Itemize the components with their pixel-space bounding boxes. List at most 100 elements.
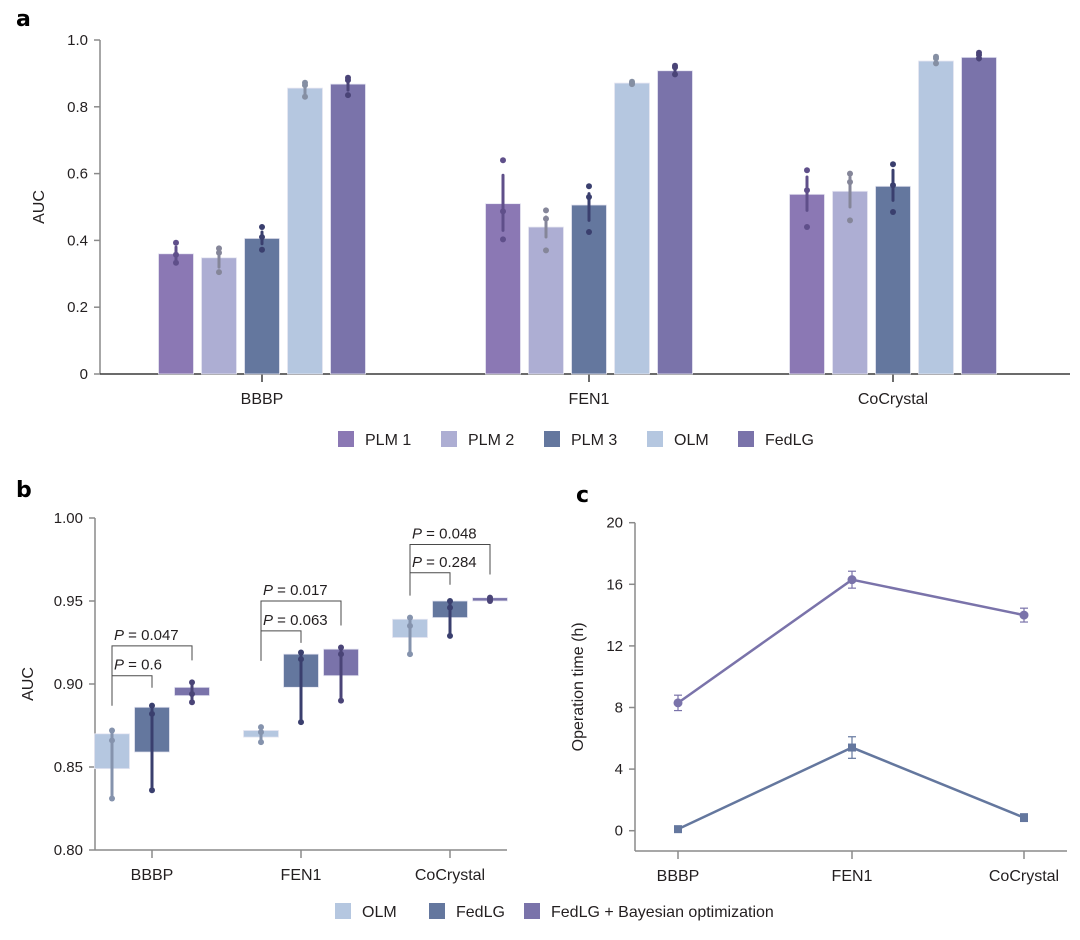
x-tick-label: CoCrystal (989, 868, 1059, 885)
series-line-fedlg-bayesian-optimization (677, 578, 1025, 704)
p-value-label: P = 0.048 (412, 526, 477, 543)
p-symbol: P (114, 657, 124, 674)
data-point (302, 82, 308, 89)
bar-plm-2 (201, 257, 237, 375)
panel-label-a: a (16, 7, 31, 32)
x-tick-label: CoCrystal (858, 391, 928, 408)
data-point (629, 81, 635, 88)
data-point (447, 598, 453, 604)
p-value-label: P = 0.017 (263, 582, 328, 599)
data-point (1019, 610, 1029, 620)
data-point (149, 710, 155, 717)
p-value: = 0.047 (124, 627, 179, 644)
data-point (1020, 813, 1028, 822)
data-point (298, 649, 304, 656)
data-point (216, 249, 222, 256)
data-point (500, 157, 506, 164)
data-point (543, 247, 549, 254)
bar-plm-1 (485, 203, 521, 375)
legend-label: OLM (362, 904, 397, 921)
legend-swatch (738, 431, 754, 447)
p-value-label: P = 0.284 (412, 554, 477, 571)
data-point (500, 208, 506, 215)
data-point (189, 699, 195, 706)
data-point (890, 182, 896, 189)
significance-bracket (409, 544, 491, 575)
significance-bracket (409, 572, 451, 596)
data-point (933, 55, 939, 62)
data-point (149, 702, 155, 709)
data-point (298, 656, 304, 663)
y-tick-label: 4 (615, 761, 623, 778)
series-line-fedlg (677, 746, 1025, 831)
y-tick-label: 20 (606, 515, 623, 532)
data-point (674, 825, 682, 834)
bar-fedlg (330, 83, 366, 375)
legend-swatch (429, 903, 445, 919)
p-symbol: P (263, 612, 273, 629)
p-value: = 0.284 (422, 554, 477, 571)
data-point (338, 651, 344, 658)
p-value-label: P = 0.047 (114, 627, 179, 644)
legend-label: PLM 1 (365, 432, 411, 449)
x-tick-label: FEN1 (832, 868, 873, 885)
legend-bottom: OLM FedLG FedLG + Bayesian optimization (335, 903, 774, 921)
panel-label-c: c (576, 483, 589, 508)
data-point (407, 614, 413, 621)
bar-olm (287, 87, 323, 375)
p-value-label: P = 0.6 (114, 657, 162, 674)
data-point (672, 64, 678, 71)
bar-fedlg (961, 56, 997, 375)
p-symbol: P (412, 526, 422, 543)
legend-swatch (647, 431, 663, 447)
data-point (173, 251, 179, 258)
data-point (173, 239, 179, 246)
legend-label: FedLG (456, 904, 505, 921)
data-point (189, 690, 195, 697)
data-point (933, 60, 939, 67)
panel-b-box-chart: 0.80 0.85 0.90 0.95 1.00 AUC BBBP FEN1 CoCrystal… (20, 510, 508, 884)
y-tick-label: 0.8 (67, 99, 88, 116)
data-point (586, 229, 592, 236)
y-tick-label: 8 (615, 700, 623, 717)
data-point (259, 246, 265, 253)
data-point (109, 795, 115, 802)
data-point (258, 739, 264, 746)
data-point (500, 236, 506, 243)
data-point (216, 245, 222, 252)
data-point (804, 167, 810, 174)
significance-bracket (260, 630, 302, 661)
data-point (345, 77, 351, 84)
bar-plm-1 (789, 193, 825, 375)
x-tick-label: FEN1 (281, 867, 322, 884)
legend-top: PLM 1 PLM 2 PLM 3 OLM FedLG (338, 431, 814, 449)
data-point (258, 724, 264, 731)
panel-a-bar-chart: 0 0.2 0.4 0.6 0.8 1.0 AUC BBBP FEN1 CoCrystal (31, 32, 1070, 408)
data-point (543, 207, 549, 214)
bar-olm (614, 82, 650, 375)
data-point (586, 183, 592, 190)
y-tick-label: 16 (606, 576, 623, 593)
y-tick-label: 0.90 (54, 676, 83, 693)
significance-bracket (111, 645, 193, 676)
y-tick-label: 0.2 (67, 299, 88, 316)
data-point (302, 93, 308, 100)
bar-plm-3 (244, 237, 280, 375)
x-tick-label: BBBP (241, 391, 284, 408)
x-tick-label: FEN1 (569, 391, 610, 408)
data-point (345, 92, 351, 99)
y-tick-label: 1.0 (67, 32, 88, 49)
x-tick-label: BBBP (657, 868, 700, 885)
p-symbol: P (263, 582, 273, 599)
y-tick-label: 0.85 (54, 759, 83, 776)
y-axis-title: AUC (20, 667, 37, 701)
p-value: = 0.063 (273, 612, 328, 629)
data-point (847, 575, 857, 585)
legend-label: OLM (674, 432, 709, 449)
legend-label: FedLG + Bayesian optimization (551, 904, 774, 921)
data-point (259, 234, 265, 241)
y-tick-label: 0 (80, 366, 88, 383)
data-point (487, 598, 493, 604)
x-tick-label: BBBP (131, 867, 174, 884)
